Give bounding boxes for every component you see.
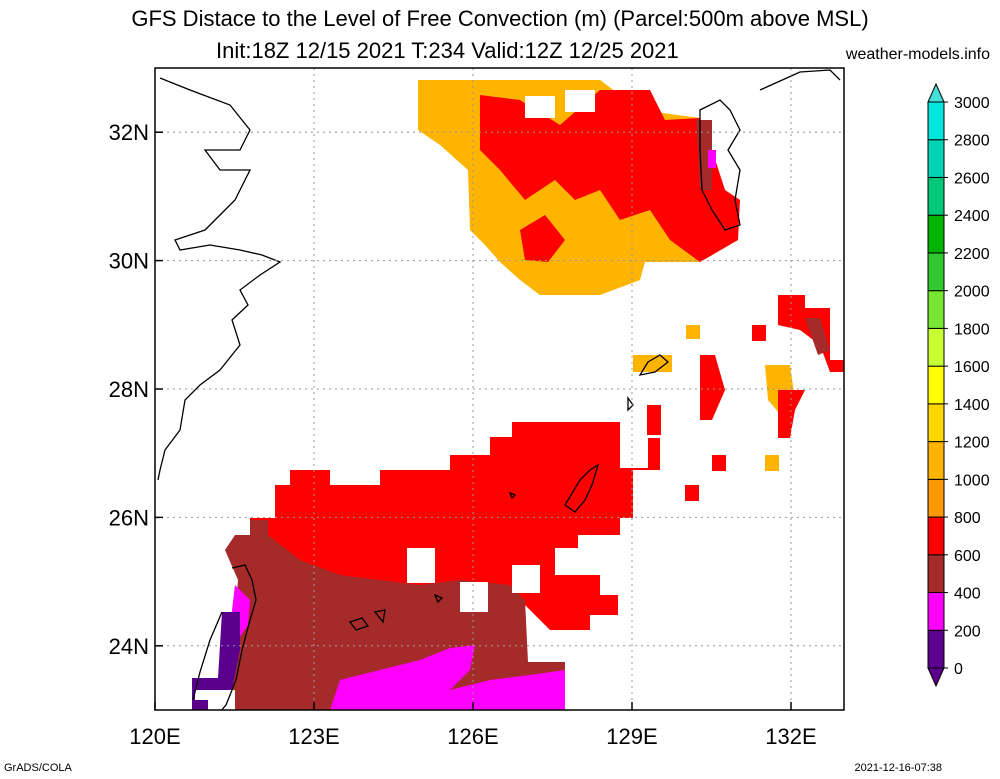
colorbar-label: 2800 [954,133,990,150]
colorbar-label: 2200 [954,246,990,263]
colorbar-label: 800 [954,510,981,527]
lat-tick-label: 26N [109,505,149,530]
field-south-purple [192,612,240,710]
colorbar-swatch [927,252,945,292]
site-name: weather-models.info [845,46,990,63]
field-east-brown [805,318,830,355]
lon-tick-label: 132E [765,724,816,749]
colorbar-swatch [927,176,945,216]
field-gap [525,96,555,118]
field-south-magenta [330,645,565,710]
coastline-china [157,77,282,481]
field-south-brown [218,520,565,710]
colorbar-label: 1200 [954,435,990,452]
field-gap [512,565,540,593]
colorbar-label: 1600 [954,359,990,376]
field-gap [565,90,595,112]
colorbar: 0 200 400 600 800 1000 1200 1400 1600 1800 2000 220… [927,82,990,688]
field-east-cell [765,455,779,471]
colorbar-swatch [927,365,945,405]
lat-tick-label: 24N [109,634,149,659]
field-east-cell [712,455,726,471]
coastline-taiwan [192,564,257,710]
colorbar-label: 3000 [954,95,990,112]
field-east-orange-2 [633,355,672,372]
lat-tick-label: 28N [109,377,149,402]
lon-tick-label: 126E [447,724,498,749]
colorbar-swatch [927,592,945,631]
footer-right: 2021-12-16-07:38 [854,762,942,774]
colorbar-label: 400 [954,586,981,603]
colorbar-swatch [927,478,945,518]
colorbar-swatch [927,554,945,594]
colorbar-swatch [927,327,945,367]
title-line-1: GFS Distace to the Level of Free Convect… [131,6,869,31]
colorbar-swatch [927,441,945,480]
colorbar-swatch [927,214,945,254]
lon-tick-label: 123E [288,724,339,749]
field-gap [620,438,648,468]
colorbar-swatch [927,516,945,556]
colorbar-label: 600 [954,548,981,565]
lon-tick-label: 120E [129,724,180,749]
field-north-red [480,90,740,262]
colorbar-label: 200 [954,623,981,640]
field-gap [407,548,435,583]
colorbar-swatch [927,101,945,141]
colorbar-label: 2400 [954,208,990,225]
footer-left: GrADS/COLA [4,762,72,774]
lon-tick-label: 129E [606,724,657,749]
field-east-red-2 [778,390,805,438]
lat-tick-label: 32N [109,120,149,145]
colorbar-label: 2000 [954,284,990,301]
field-north-red-2 [520,215,565,262]
colorbar-above-triangle [927,82,945,103]
title-line-2: Init:18Z 12/15 2021 T:234 Valid:12Z 12/2… [216,38,679,63]
colorbar-label: 1000 [954,472,990,489]
coastline-ryukyu [348,354,670,631]
lat-tick-label: 30N [109,249,149,274]
field-east-cell [685,485,699,501]
field-east-cell [647,405,661,435]
latitude-axis: 24N 26N 28N 30N 32N [109,120,163,659]
colorbar-label: 1400 [954,397,990,414]
colorbar-label: 0 [954,661,963,678]
longitude-axis: 120E 123E 126E 129E 132E [129,702,817,749]
coastlines [157,69,841,710]
coastline-kyushu [699,69,841,231]
colorbar-swatch [927,629,945,669]
colorbar-below-triangle [927,667,945,688]
field-east-cell [686,325,700,339]
colorbar-label: 1800 [954,321,990,338]
field-east-red-3 [700,355,725,420]
shaded-field [192,80,844,710]
field-north-magenta [708,150,716,168]
colorbar-swatch [927,290,945,329]
field-east-cell [752,325,766,341]
colorbar-swatch [927,403,945,443]
colorbar-label: 2600 [954,170,990,187]
field-gap [460,582,488,612]
colorbar-swatch [927,139,945,178]
